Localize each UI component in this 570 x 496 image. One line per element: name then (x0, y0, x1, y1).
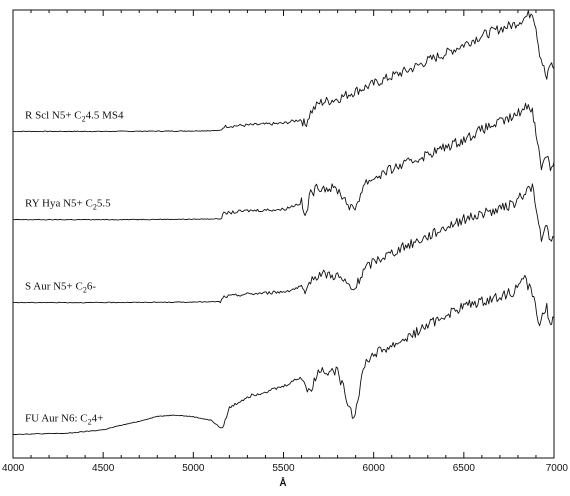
series-label-part: S Aur N5+ C (25, 281, 83, 293)
x-tick-label: 6500 (453, 463, 476, 474)
series-label-part: 2 (83, 286, 87, 295)
series-label-part: R Scl N5+ C (25, 109, 82, 121)
series-label-part: 2 (88, 417, 92, 426)
x-axis-title: Å (279, 476, 286, 489)
x-tick-label: 7000 (546, 463, 569, 474)
series-label-1: R Scl N5+ C24.5 MS4 (25, 109, 124, 123)
series-label-part: RY Hya N5+ C (25, 198, 93, 210)
spectrum-line-1 (13, 10, 555, 133)
series-label-3: S Aur N5+ C26- (25, 281, 96, 295)
series-label-part: FU Aur N6: C (25, 412, 88, 424)
x-axis-ticks (12, 10, 555, 458)
x-tick-label: 5000 (182, 463, 205, 474)
spectrum-lines (12, 10, 555, 435)
series-label-part: 4.5 MS4 (86, 109, 124, 121)
x-tick-label: 4500 (92, 463, 115, 474)
x-axis-tick-labels: 4000 4500 5000 5500 6000 6500 7000 (2, 463, 568, 474)
series-label-part: 4+ (92, 412, 104, 424)
series-label-part: 2 (82, 114, 86, 123)
series-label-2: RY Hya N5+ C25.5 (25, 198, 111, 212)
series-label-part: 6- (87, 281, 97, 293)
plot-frame (12, 9, 555, 459)
spectrum-line-4 (12, 274, 555, 435)
x-tick-label: 5500 (272, 463, 295, 474)
series-label-4: FU Aur N6: C24+ (25, 412, 103, 426)
spectrum-line-3 (12, 183, 555, 304)
series-label-part: 5.5 (97, 198, 111, 210)
series-label-part: 2 (93, 203, 97, 212)
spectrum-line-2 (12, 102, 555, 221)
x-tick-label: 4000 (2, 463, 25, 474)
x-tick-label: 6000 (363, 463, 386, 474)
